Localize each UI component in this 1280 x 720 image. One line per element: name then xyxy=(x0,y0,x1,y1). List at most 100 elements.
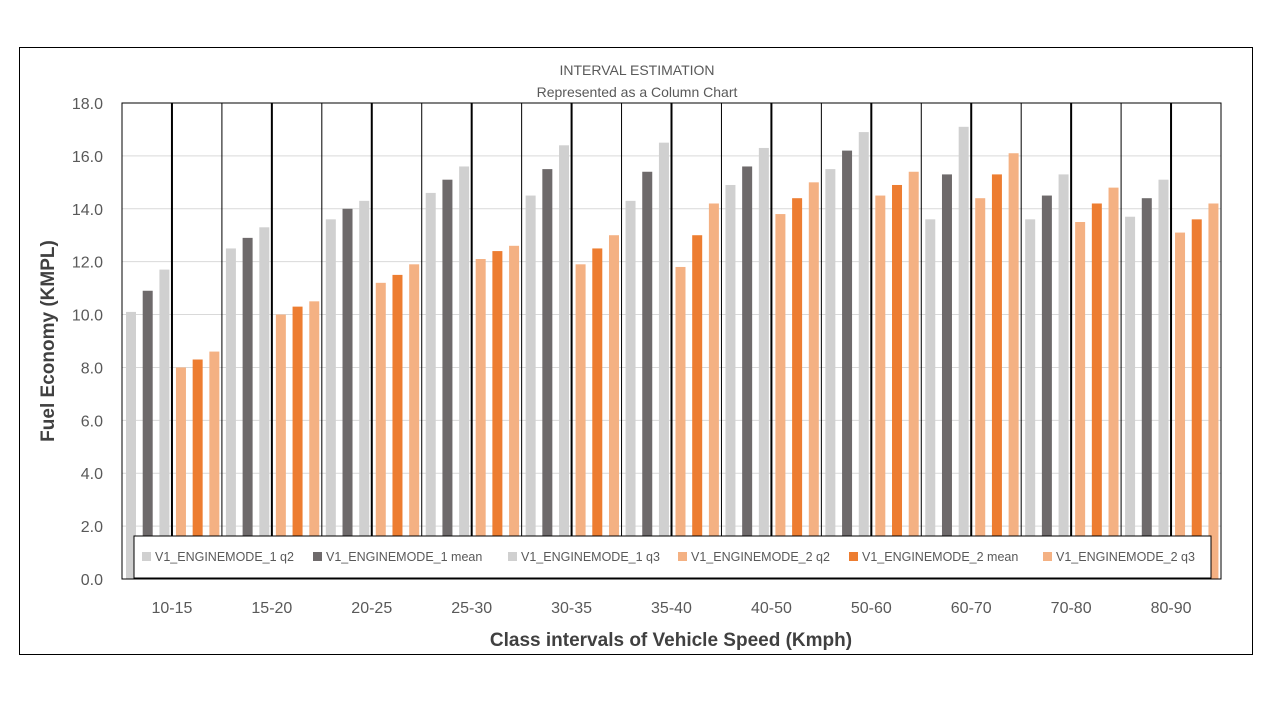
legend-swatch xyxy=(849,552,858,561)
bar-v1-enginemode-2-q3-50-60 xyxy=(908,171,919,579)
bar-v1-enginemode-1-q2-40-50 xyxy=(725,184,736,579)
plot-area-border xyxy=(121,102,1222,580)
bar-v1-enginemode-1-q3-80-90 xyxy=(1158,179,1169,579)
bar-v1-enginemode-1-mean-80-90 xyxy=(1141,198,1152,579)
bar-v1-enginemode-1-q2-50-60 xyxy=(825,169,836,579)
x-axis-label: Class intervals of Vehicle Speed (Kmph) xyxy=(490,630,852,651)
bar-v1-enginemode-2-mean-50-60 xyxy=(892,184,903,579)
bar-v1-enginemode-1-mean-40-50 xyxy=(742,166,753,579)
bar-v1-enginemode-2-mean-10-15 xyxy=(192,359,203,579)
bar-v1-enginemode-2-mean-35-40 xyxy=(692,235,703,579)
bar-v1-enginemode-2-q3-25-30 xyxy=(509,245,520,580)
category-dividers xyxy=(170,103,1173,579)
bar-v1-enginemode-1-q3-25-30 xyxy=(459,166,470,579)
x-tick-label: 15-20 xyxy=(251,600,292,617)
x-tick-label: 20-25 xyxy=(351,600,392,617)
bar-v1-enginemode-1-q2-80-90 xyxy=(1125,216,1136,579)
bar-v1-enginemode-1-q3-60-70 xyxy=(958,126,969,580)
bar-v1-enginemode-1-q3-30-35 xyxy=(559,145,570,580)
bar-v1-enginemode-1-q3-15-20 xyxy=(259,227,270,580)
bar-v1-enginemode-2-q3-80-90 xyxy=(1208,203,1219,579)
bar-v1-enginemode-1-q3-35-40 xyxy=(658,142,669,579)
bar-v1-enginemode-2-mean-40-50 xyxy=(792,198,803,579)
bar-v1-enginemode-2-q2-10-15 xyxy=(175,367,186,579)
bar-v1-enginemode-1-mean-35-40 xyxy=(642,171,653,579)
legend-label: V1_ENGINEMODE_1 q3 xyxy=(521,550,660,564)
bar-v1-enginemode-2-q3-15-20 xyxy=(309,301,320,579)
bar-v1-enginemode-1-q3-70-80 xyxy=(1058,174,1069,579)
y-tick-label: 6.0 xyxy=(81,413,103,430)
x-tick-label: 40-50 xyxy=(751,600,792,617)
x-tick-label: 70-80 xyxy=(1051,600,1092,617)
bar-v1-enginemode-1-q2-70-80 xyxy=(1025,219,1036,579)
y-tick-label: 4.0 xyxy=(81,466,103,483)
bar-v1-enginemode-1-q2-25-30 xyxy=(425,192,436,579)
x-tick-label: 80-90 xyxy=(1151,600,1192,617)
bar-v1-enginemode-2-mean-20-25 xyxy=(392,274,403,579)
y-tick-label: 8.0 xyxy=(81,360,103,377)
bar-v1-enginemode-2-mean-80-90 xyxy=(1191,219,1202,579)
bar-v1-enginemode-2-q3-20-25 xyxy=(409,264,420,579)
legend-swatch xyxy=(678,552,687,561)
legend-swatch xyxy=(508,552,517,561)
bar-v1-enginemode-2-q3-60-70 xyxy=(1008,153,1019,579)
bar-v1-enginemode-2-q3-35-40 xyxy=(708,203,719,579)
bars xyxy=(126,126,1219,580)
bar-v1-enginemode-2-q2-40-50 xyxy=(775,214,786,580)
x-tick-label: 10-15 xyxy=(151,600,192,617)
bar-v1-enginemode-1-q2-60-70 xyxy=(925,219,936,579)
y-axis-label: Fuel Economy (KMPL) xyxy=(38,240,59,442)
x-tick-label: 25-30 xyxy=(451,600,492,617)
bar-v1-enginemode-1-q3-20-25 xyxy=(359,200,370,579)
legend-swatch xyxy=(142,552,151,561)
bar-v1-enginemode-2-q2-35-40 xyxy=(675,266,686,579)
bar-v1-enginemode-2-q2-80-90 xyxy=(1175,232,1186,580)
bar-v1-enginemode-1-q2-15-20 xyxy=(225,248,236,579)
bar-v1-enginemode-1-q3-40-50 xyxy=(758,147,769,579)
bar-v1-enginemode-2-q3-10-15 xyxy=(209,351,220,579)
bar-v1-enginemode-1-q2-35-40 xyxy=(625,200,636,579)
bar-v1-enginemode-2-q2-20-25 xyxy=(375,282,386,579)
legend: V1_ENGINEMODE_1 q2 V1_ENGINEMODE_1 mean V1… xyxy=(133,535,1212,579)
bar-v1-enginemode-1-q3-10-15 xyxy=(159,269,170,579)
bar-v1-enginemode-2-mean-60-70 xyxy=(991,174,1002,579)
chart-title: INTERVAL ESTIMATION xyxy=(559,62,714,78)
y-tick-label: 2.0 xyxy=(81,519,103,536)
bar-v1-enginemode-2-q3-40-50 xyxy=(808,182,819,580)
y-tick-label: 18.0 xyxy=(72,96,103,113)
bar-v1-enginemode-2-mean-30-35 xyxy=(592,248,603,579)
bar-v1-enginemode-1-mean-15-20 xyxy=(242,237,253,579)
bar-v1-enginemode-2-q3-70-80 xyxy=(1108,187,1119,579)
bar-v1-enginemode-2-q2-25-30 xyxy=(475,259,486,579)
legend-label: V1_ENGINEMODE_2 q2 xyxy=(691,550,830,564)
y-tick-label: 14.0 xyxy=(72,202,103,219)
bar-v1-enginemode-1-mean-30-35 xyxy=(542,169,553,579)
y-tick-label: 10.0 xyxy=(72,308,103,325)
bar-v1-enginemode-2-mean-70-80 xyxy=(1091,203,1102,579)
legend-swatch xyxy=(1043,552,1052,561)
bar-v1-enginemode-2-q2-15-20 xyxy=(275,314,286,579)
legend-label: V1_ENGINEMODE_1 q2 xyxy=(155,550,294,564)
x-tick-label: 50-60 xyxy=(851,600,892,617)
x-tick-label: 60-70 xyxy=(951,600,992,617)
bar-v1-enginemode-1-q2-20-25 xyxy=(325,219,336,579)
bar-v1-enginemode-2-mean-25-30 xyxy=(492,251,503,580)
bar-v1-enginemode-2-q2-30-35 xyxy=(575,264,586,579)
legend-label: V1_ENGINEMODE_2 mean xyxy=(862,550,1018,564)
bar-v1-enginemode-2-q2-50-60 xyxy=(875,195,886,580)
bar-v1-enginemode-1-q2-10-15 xyxy=(126,311,136,579)
legend-label: V1_ENGINEMODE_2 q3 xyxy=(1056,550,1195,564)
bar-v1-enginemode-2-q3-30-35 xyxy=(608,235,619,579)
chart-subtitle: Represented as a Column Chart xyxy=(537,84,738,100)
bar-v1-enginemode-1-q3-50-60 xyxy=(858,132,869,580)
legend-swatch xyxy=(313,552,322,561)
y-tick-label: 0.0 xyxy=(81,572,103,589)
bar-v1-enginemode-1-mean-50-60 xyxy=(842,150,853,579)
x-tick-label: 35-40 xyxy=(651,600,692,617)
bar-v1-enginemode-1-mean-25-30 xyxy=(442,179,453,579)
y-axis-ticks: 0.0 2.0 4.0 6.0 8.0 10.0 12.0 14.0 16.0 18.0 xyxy=(72,96,103,589)
bar-v1-enginemode-2-q2-70-80 xyxy=(1075,222,1086,579)
bar-v1-enginemode-1-q2-30-35 xyxy=(525,195,536,580)
y-tick-label: 16.0 xyxy=(72,149,103,166)
